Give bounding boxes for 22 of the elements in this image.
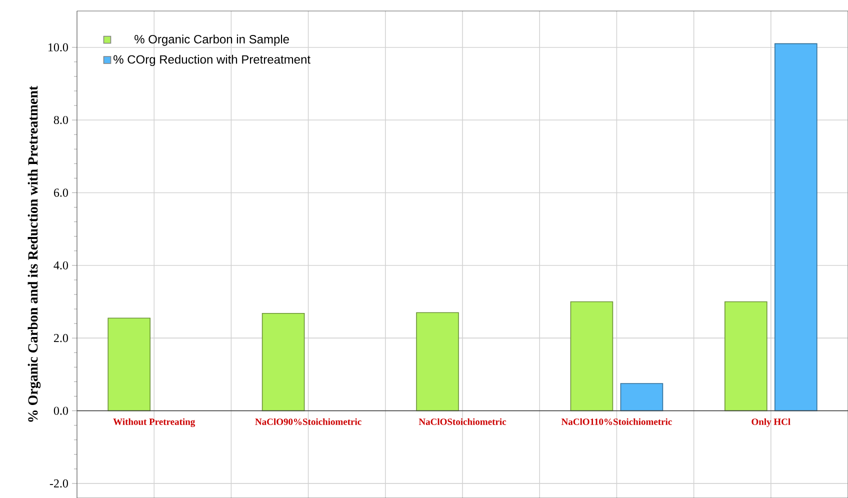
legend-label: % Organic Carbon in Sample (134, 34, 289, 46)
bar (262, 312, 305, 412)
x-tick-label: Only HCl (752, 418, 790, 427)
bar (774, 43, 818, 412)
bar (416, 312, 459, 412)
legend-label: % COrg Reduction with Pretreatment (114, 54, 310, 66)
x-tick-label: NaClO90%Stoichiometric (255, 418, 362, 426)
y-tick-label: 8.0 (54, 116, 68, 124)
bar (724, 301, 768, 412)
y-axis-title: % Organic Carbon and its Reduction with Pretreatment (28, 86, 41, 422)
bar (620, 383, 664, 412)
y-tick-label: 10.0 (48, 43, 68, 52)
bar (570, 301, 614, 412)
bar (108, 318, 150, 412)
y-tick-label: 0.0 (54, 406, 68, 415)
x-tick-label: NaClO110%Stoichiometric (561, 418, 672, 426)
x-tick-label: Without Pretreating (113, 418, 196, 428)
y-tick-label: -2.0 (50, 479, 68, 488)
y-tick-label: 2.0 (54, 334, 68, 342)
y-tick-label: 4.0 (54, 261, 68, 270)
y-tick-label: 6.0 (54, 188, 68, 197)
x-tick-label: NaClOStoichiometric (418, 418, 506, 425)
